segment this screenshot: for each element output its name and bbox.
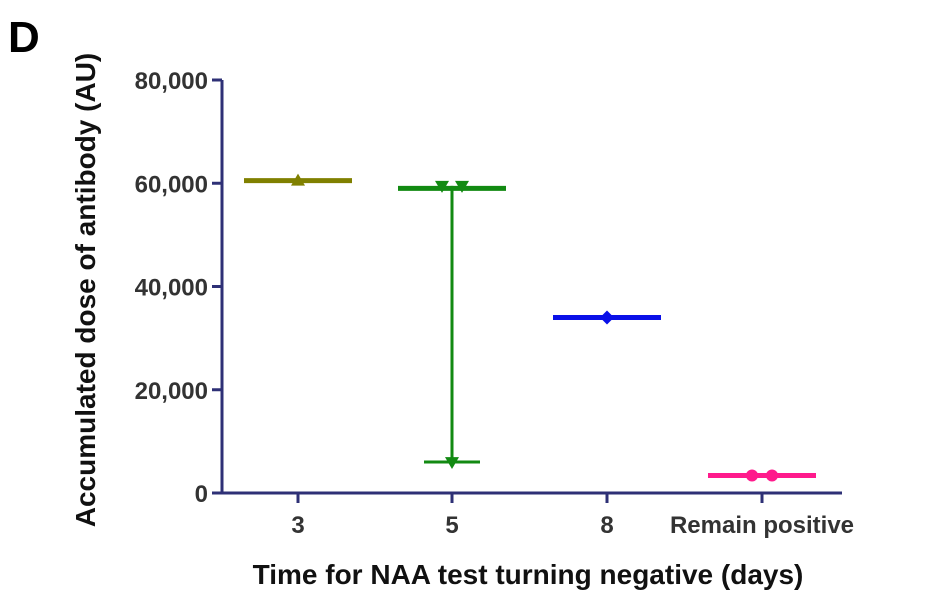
y-tick-label: 40,000 — [135, 275, 208, 302]
x-tick-label: 8 — [600, 512, 613, 539]
data-point — [766, 469, 778, 482]
panel-letter: D — [8, 13, 40, 62]
x-tick-label: Remain positive — [670, 512, 854, 539]
x-tick-label: 3 — [291, 512, 304, 539]
x-tick-label: 5 — [445, 512, 458, 539]
series-2 — [553, 310, 661, 325]
series-1 — [398, 180, 506, 470]
data-point — [435, 180, 449, 193]
data-point — [445, 457, 459, 470]
y-tick-label: 60,000 — [135, 171, 208, 198]
data-point — [455, 180, 469, 193]
series-3 — [708, 469, 816, 482]
data-point — [600, 310, 614, 325]
series-0 — [244, 173, 352, 186]
y-tick-label: 0 — [195, 481, 208, 508]
plot-marks — [244, 173, 816, 482]
data-point — [746, 469, 758, 482]
x-axis-title: Time for NAA test turning negative (days… — [253, 559, 804, 590]
x-axis: 3 5 8 Remain positive — [222, 491, 854, 539]
y-tick-label: 20,000 — [135, 378, 208, 405]
y-axis: 0 20,000 40,000 60,000 80,000 — [135, 68, 224, 508]
y-tick-label: 80,000 — [135, 68, 208, 95]
data-point — [291, 173, 305, 186]
y-axis-title: Accumulated dose of antibody (AU) — [70, 53, 101, 527]
